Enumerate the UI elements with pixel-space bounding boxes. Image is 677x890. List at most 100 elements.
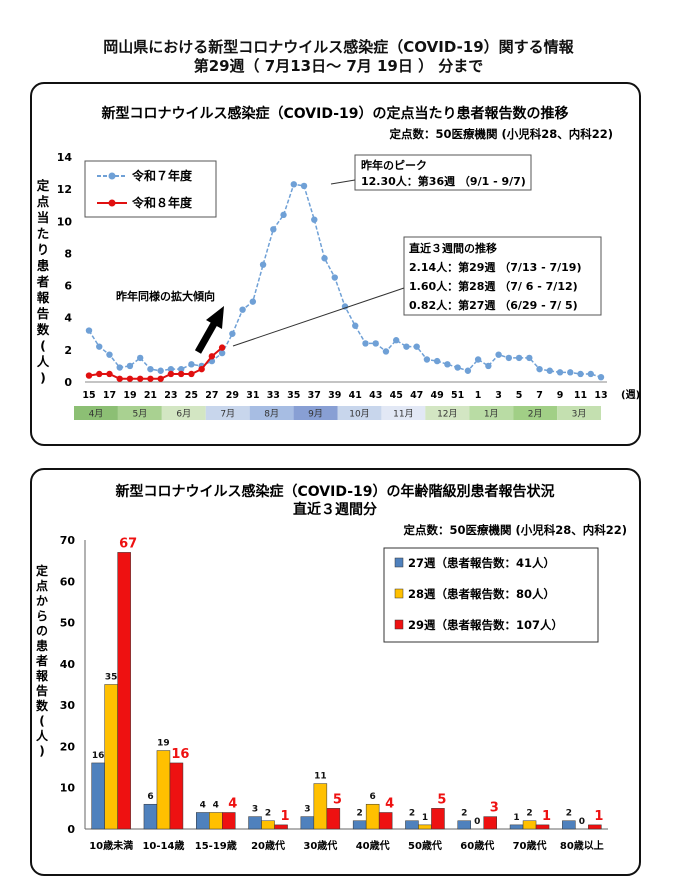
month-cell [205, 406, 250, 420]
line-chart-y-axis-label: 定点当たり患者報告数(人) [36, 178, 50, 385]
y-tick-label: 12 [57, 183, 72, 196]
bar-category-label: 50歳代 [408, 839, 442, 852]
bar [365, 803, 380, 830]
x-tick-label: 1 [475, 390, 482, 401]
y-axis-label-char: ( [40, 338, 46, 353]
data-point-r7 [587, 370, 594, 378]
bar-y-axis-label-char: 者 [35, 653, 48, 668]
bar [261, 820, 275, 830]
data-point-r7 [157, 367, 164, 374]
data-point-r7 [300, 182, 308, 190]
data-point-r7 [85, 327, 93, 334]
x-tick-label: 49 [431, 390, 444, 401]
bar-category-label: 30歳代 [303, 839, 337, 852]
data-point-r7 [536, 365, 543, 373]
panel-bar-chart [30, 468, 641, 876]
data-point-r7 [546, 367, 553, 374]
bar-category-label: 15-19歳 [195, 839, 237, 852]
recent-callout-leader [232, 287, 405, 347]
data-point-r7 [403, 343, 410, 350]
data-point-r7 [280, 211, 287, 219]
data-point-r7 [444, 361, 451, 368]
bar-y-axis-label-char: ( [39, 714, 44, 728]
recent-callout-box [403, 236, 602, 316]
data-point-r7 [464, 367, 472, 374]
legend-label-week29: 29週（患者報告数：107人） [408, 618, 563, 632]
line-chart-subtitle: 定点数：50医療機関 (小児科28、内科22) [389, 127, 613, 141]
x-tick-label: 23 [164, 390, 177, 401]
bar-value-label: 67 [119, 536, 137, 551]
bar [209, 812, 223, 830]
x-tick-label: 3 [495, 390, 502, 401]
month-label: 9月 [308, 409, 323, 420]
x-tick-label: 41 [349, 390, 362, 401]
bar-chart-title-sub: 直近３週間分 [293, 501, 377, 518]
line-chart-legend [84, 160, 217, 218]
recent-callout-week27: 0.82人：第27週 （6/29 - 7/ 5) [409, 298, 578, 312]
bar [378, 812, 393, 830]
x-tick-label: 11 [574, 390, 587, 401]
data-point-r7 [239, 306, 246, 313]
data-point-r7 [495, 351, 502, 358]
x-tick-label: 51 [451, 390, 464, 401]
data-point-r7 [249, 298, 257, 305]
bar-value-label: 19 [157, 739, 170, 749]
data-point-r7 [218, 349, 226, 357]
data-point-r7 [577, 370, 584, 378]
bar-y-axis-label-char: 点 [36, 578, 48, 593]
bar-y-axis-label-char: 告 [36, 683, 48, 698]
line-chart-series [85, 181, 605, 382]
bar-value-label: 0 [474, 817, 480, 827]
bar-value-label: 4 [228, 796, 237, 811]
trend-arrow-shaft [194, 320, 219, 354]
data-point-r8 [198, 365, 205, 373]
month-cell [557, 406, 601, 420]
y-tick-label: 2 [64, 344, 72, 357]
bar-value-label: 2 [357, 809, 363, 819]
data-point-r7 [116, 364, 123, 371]
recent-callout-week28: 1.60人：第28週 （7/ 6 - 7/12) [409, 279, 578, 293]
y-axis-label-char: 患 [37, 258, 50, 273]
y-tick-label: 4 [64, 312, 72, 325]
y-axis-label-char: 人 [37, 354, 50, 369]
bar-value-label: 16 [92, 751, 105, 761]
month-cell [161, 406, 206, 420]
peak-callout-value: 12.30人：第36週 （9/1 - 9/7) [361, 174, 526, 188]
y-tick-label: 10 [57, 215, 73, 228]
month-label: 7月 [220, 409, 235, 420]
y-axis-label-char: 告 [37, 306, 50, 321]
bar-value-label: 1 [594, 809, 603, 824]
data-point-r7 [597, 373, 605, 381]
bar-y-axis-label-char: ら [36, 609, 48, 623]
y-axis-label-char: 当 [37, 210, 50, 225]
data-point-r7 [321, 255, 328, 262]
data-point-r8 [96, 370, 103, 378]
month-cell [74, 406, 118, 420]
data-point-r7 [331, 274, 338, 281]
bar [431, 808, 445, 830]
y-tick-label: 8 [64, 247, 72, 260]
bar-y-axis-label-char: 患 [36, 638, 48, 653]
line-chart-x-unit: (週) [621, 389, 640, 401]
peak-callout-leader [330, 179, 356, 185]
x-tick-label: 31 [246, 390, 259, 401]
bar-value-label: 2 [461, 809, 467, 819]
bar-y-tick-label: 10 [60, 782, 76, 795]
month-label: 12月 [437, 409, 457, 420]
data-point-r7 [526, 354, 533, 362]
bar-y-axis-label-char: 定 [36, 563, 48, 578]
x-tick-label: 13 [594, 390, 607, 401]
month-label: 8月 [264, 409, 279, 420]
bar-category-label: 10歳未満 [89, 839, 133, 852]
bar-value-label: 6 [370, 792, 376, 802]
data-point-r8 [147, 375, 154, 382]
x-tick-label: 25 [185, 390, 198, 401]
x-tick-label: 19 [123, 390, 136, 401]
bar-y-tick-label: 30 [60, 699, 76, 712]
y-axis-label-char: 定 [36, 178, 50, 193]
bar [143, 803, 158, 830]
x-tick-label: 21 [144, 390, 157, 401]
bar [313, 783, 328, 830]
bar [248, 816, 262, 830]
bar [326, 808, 341, 830]
